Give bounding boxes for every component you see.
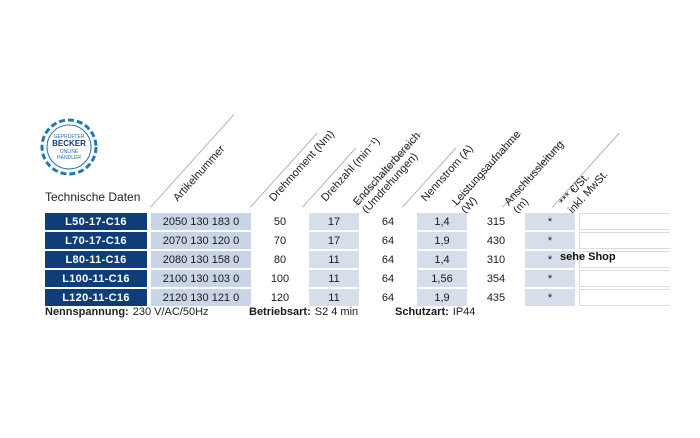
table-row: L100-11-C16 2100 130 103 0 100 11 64 1,5…: [45, 270, 670, 287]
current-cell: 1,9: [417, 232, 467, 249]
protection-spec: Schutzart: IP44: [395, 306, 475, 318]
article-cell: 2050 130 183 0: [151, 213, 251, 230]
header-price: *** €/St. inkl. MwSt.: [557, 168, 611, 216]
price-cell: [579, 232, 670, 249]
torque-cell: 120: [255, 289, 305, 306]
model-cell: L80-11-C16: [45, 251, 147, 268]
price-cell: [579, 270, 670, 287]
protection-value: IP44: [452, 306, 476, 318]
torque-cell: 50: [255, 213, 305, 230]
limit-cell: 64: [363, 213, 413, 230]
speed-cell: 11: [309, 289, 359, 306]
speed-cell: 17: [309, 213, 359, 230]
cable-cell: *: [525, 289, 575, 306]
speed-cell: 17: [309, 232, 359, 249]
cable-cell: *: [525, 251, 575, 268]
voltage-spec: Nennspannung: 230 V/AC/50Hz: [45, 306, 213, 318]
torque-cell: 80: [255, 251, 305, 268]
model-cell: L50-17-C16: [45, 213, 147, 230]
torque-cell: 70: [255, 232, 305, 249]
price-cell: [579, 251, 670, 268]
power-cell: 315: [471, 213, 521, 230]
article-cell: 2120 130 121 0: [151, 289, 251, 306]
current-cell: 1,4: [417, 251, 467, 268]
svg-text:GEPRÜFTER: GEPRÜFTER: [54, 133, 85, 140]
limit-cell: 64: [363, 251, 413, 268]
svg-text:BECKER: BECKER: [52, 139, 86, 148]
price-note: sehe Shop: [560, 251, 616, 263]
table-title: Technische Daten: [45, 190, 141, 204]
cable-cell: *: [525, 270, 575, 287]
speed-cell: 11: [309, 270, 359, 287]
mode-label: Betriebsart:: [249, 306, 311, 318]
protection-label: Schutzart:: [395, 306, 449, 318]
svg-text:ONLINE: ONLINE: [60, 149, 79, 155]
power-cell: 435: [471, 289, 521, 306]
header-limit-range: Endschalterbereich (Umdrehungen): [351, 129, 424, 216]
price-cell: [579, 213, 670, 230]
model-cell: L70-17-C16: [45, 232, 147, 249]
torque-cell: 100: [255, 270, 305, 287]
article-cell: 2070 130 120 0: [151, 232, 251, 249]
article-cell: 2100 130 103 0: [151, 270, 251, 287]
table-row: L120-11-C16 2120 130 121 0 120 11 64 1,9…: [45, 289, 670, 306]
power-cell: 430: [471, 232, 521, 249]
power-cell: 310: [471, 251, 521, 268]
model-cell: L100-11-C16: [45, 270, 147, 287]
specs-table: L50-17-C16 2050 130 183 0 50 17 64 1,4 3…: [45, 211, 670, 308]
limit-cell: 64: [363, 289, 413, 306]
limit-cell: 64: [363, 232, 413, 249]
svg-text:HÄNDLER: HÄNDLER: [57, 154, 81, 161]
mode-value: S2 4 min: [314, 306, 359, 318]
current-cell: 1,9: [417, 289, 467, 306]
current-cell: 1,56: [417, 270, 467, 287]
voltage-value: 230 V/AC/50Hz: [132, 306, 209, 318]
column-headers: Artikelnummer Drehmoment (Nm) Drehzahl (…: [0, 0, 700, 216]
cable-cell: *: [525, 232, 575, 249]
model-cell: L120-11-C16: [45, 289, 147, 306]
table-row: L50-17-C16 2050 130 183 0 50 17 64 1,4 3…: [45, 213, 670, 230]
becker-dealer-badge: GEPRÜFTER BECKER ONLINE HÄNDLER: [40, 118, 98, 176]
mode-spec: Betriebsart: S2 4 min: [249, 306, 358, 318]
limit-cell: 64: [363, 270, 413, 287]
current-cell: 1,4: [417, 213, 467, 230]
cable-cell: *: [525, 213, 575, 230]
table-row: L80-11-C16 2080 130 158 0 80 11 64 1,4 3…: [45, 251, 670, 268]
power-cell: 354: [471, 270, 521, 287]
speed-cell: 11: [309, 251, 359, 268]
table-row: L70-17-C16 2070 130 120 0 70 17 64 1,9 4…: [45, 232, 670, 249]
voltage-label: Nennspannung:: [45, 306, 129, 318]
price-cell: [579, 289, 670, 306]
article-cell: 2080 130 158 0: [151, 251, 251, 268]
